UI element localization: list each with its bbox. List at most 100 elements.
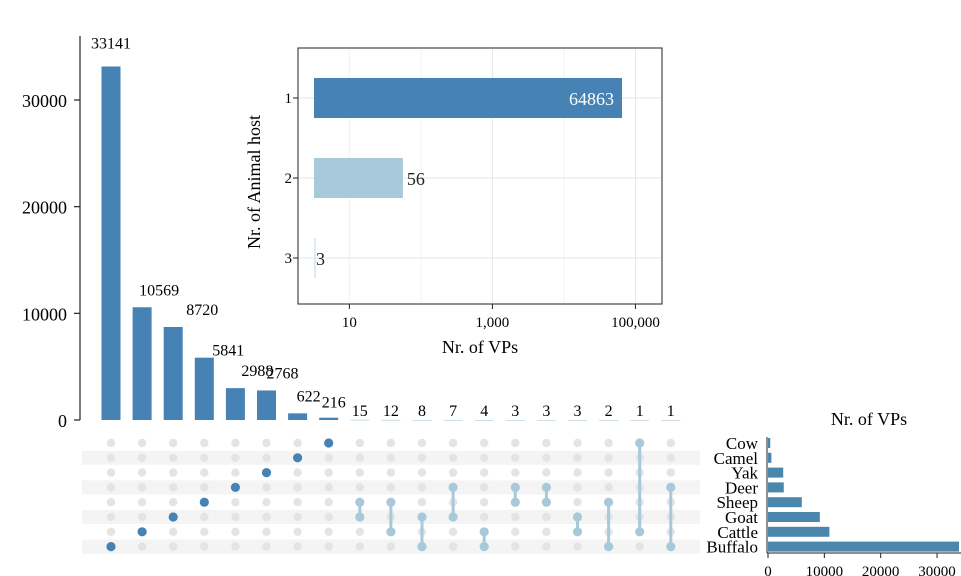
set-label: Buffalo <box>706 538 758 557</box>
matrix-empty-dot <box>293 498 302 507</box>
matrix-active-dot <box>355 512 365 522</box>
matrix-active-dot <box>448 512 458 522</box>
matrix-active-dot <box>230 482 240 492</box>
intersection-value-label: 1 <box>667 403 675 420</box>
inset-bar-value-label: 56 <box>407 169 425 189</box>
matrix-empty-dot <box>231 453 240 462</box>
main-y-tick-label: 30000 <box>22 91 67 111</box>
matrix-empty-dot <box>262 498 271 507</box>
matrix-empty-dot <box>573 483 582 492</box>
inset-bar <box>314 78 622 118</box>
matrix-active-dot <box>106 542 116 552</box>
intersection-bar <box>474 419 494 421</box>
matrix-empty-dot <box>417 453 427 462</box>
inset-y-tick-label: 1 <box>285 91 293 107</box>
intersection-bar <box>599 419 619 421</box>
matrix-empty-dot <box>231 438 240 448</box>
matrix-empty-dot <box>169 498 178 507</box>
matrix-empty-dot <box>324 512 333 522</box>
intersection-bar <box>225 388 245 420</box>
matrix-empty-dot <box>542 512 551 522</box>
set-size-x-tick-label: 0 <box>764 564 772 576</box>
set-label: Yak <box>731 464 758 483</box>
main-y-tick-label: 10000 <box>22 304 67 324</box>
set-size-panel: Nr. of VPs CowCamelYakDeerSheepGoatCattl… <box>706 409 961 576</box>
intersection-matrix <box>82 438 700 554</box>
intersection-bar <box>257 390 276 420</box>
matrix-empty-dot <box>106 468 116 477</box>
matrix-empty-dot <box>106 438 116 448</box>
matrix-empty-dot <box>293 483 302 492</box>
matrix-empty-dot <box>137 542 147 551</box>
intersection-bar <box>319 417 339 420</box>
matrix-empty-dot <box>511 438 520 448</box>
matrix-empty-dot <box>200 527 209 536</box>
matrix-empty-dot <box>231 542 240 551</box>
intersection-bar <box>443 419 463 421</box>
matrix-active-dot <box>572 527 583 537</box>
matrix-active-dot <box>261 468 272 478</box>
intersection-value-label: 4 <box>480 403 488 420</box>
intersection-bar <box>163 326 183 420</box>
matrix-active-dot <box>386 497 396 507</box>
matrix-empty-dot <box>573 498 582 507</box>
matrix-empty-dot <box>355 542 364 551</box>
set-label: Cattle <box>717 523 758 542</box>
matrix-empty-dot <box>200 542 209 551</box>
matrix-empty-dot <box>262 542 271 551</box>
matrix-empty-dot <box>106 498 116 507</box>
matrix-empty-dot <box>480 512 489 522</box>
inset-bar <box>314 158 403 198</box>
matrix-empty-dot <box>666 453 675 462</box>
matrix-active-dot <box>510 497 520 507</box>
set-size-bar <box>768 497 802 508</box>
matrix-empty-dot <box>293 512 302 522</box>
set-size-title: Nr. of VPs <box>831 409 907 429</box>
intersection-value-label: 33141 <box>91 35 131 52</box>
matrix-empty-dot <box>169 527 178 536</box>
matrix-empty-dot <box>386 468 396 477</box>
set-label: Deer <box>725 478 758 497</box>
matrix-empty-dot <box>324 468 333 477</box>
intersection-bar <box>536 419 556 421</box>
matrix-empty-dot <box>666 468 675 477</box>
matrix-active-dot <box>541 482 552 492</box>
set-label: Camel <box>714 449 759 468</box>
matrix-empty-dot <box>324 453 333 462</box>
matrix-empty-dot <box>293 468 302 477</box>
inset-x-tick-labels: 10 1,000 100,000 <box>342 304 660 331</box>
matrix-active-dot <box>604 542 614 552</box>
matrix-empty-dot <box>355 483 364 492</box>
matrix-empty-dot <box>106 527 116 536</box>
inset-y-tick-label: 2 <box>285 171 293 187</box>
matrix-active-dot <box>604 497 614 507</box>
inset-bar <box>314 238 316 278</box>
matrix-empty-dot <box>169 483 178 492</box>
matrix-empty-dot <box>262 512 271 522</box>
matrix-empty-dot <box>573 453 582 462</box>
matrix-empty-dot <box>480 468 489 477</box>
intersection-bar <box>630 419 650 421</box>
intersection-bar <box>568 419 587 421</box>
main-y-tick-label: 20000 <box>22 198 67 218</box>
intersection-value-label: 5841 <box>212 343 244 360</box>
matrix-dots <box>106 438 676 552</box>
matrix-empty-dot <box>448 453 458 462</box>
matrix-empty-dot <box>480 453 489 462</box>
matrix-active-dot <box>417 512 427 522</box>
set-size-x-tick-label: 20000 <box>862 564 900 576</box>
matrix-empty-dot <box>417 468 427 477</box>
matrix-empty-dot <box>137 512 147 522</box>
set-size-bar <box>768 512 820 522</box>
set-size-x-tick-label: 10000 <box>806 564 844 576</box>
set-size-bar <box>768 541 959 552</box>
matrix-empty-dot <box>137 438 147 448</box>
matrix-empty-dot <box>448 438 458 448</box>
matrix-empty-dot <box>511 468 520 477</box>
set-label: Goat <box>725 508 758 527</box>
matrix-empty-dot <box>200 512 209 522</box>
set-size-bar <box>768 438 771 448</box>
matrix-active-dot <box>293 453 303 463</box>
